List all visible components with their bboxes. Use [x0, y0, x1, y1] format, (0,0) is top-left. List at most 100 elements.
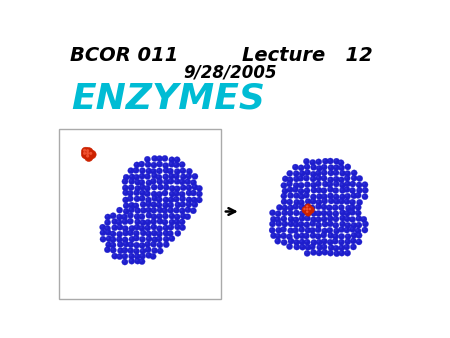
Circle shape — [117, 231, 123, 237]
Circle shape — [110, 237, 116, 243]
Circle shape — [100, 225, 103, 227]
Circle shape — [315, 222, 322, 228]
Circle shape — [299, 183, 302, 186]
Circle shape — [176, 225, 178, 227]
Circle shape — [151, 184, 158, 190]
Circle shape — [146, 180, 152, 186]
Circle shape — [186, 208, 188, 210]
Circle shape — [333, 250, 340, 257]
Circle shape — [289, 217, 291, 219]
Circle shape — [299, 244, 306, 250]
Circle shape — [304, 169, 310, 175]
Circle shape — [321, 188, 327, 194]
Circle shape — [146, 198, 149, 200]
Circle shape — [351, 210, 353, 213]
Circle shape — [288, 200, 290, 202]
Circle shape — [333, 211, 339, 217]
Circle shape — [180, 174, 186, 180]
Circle shape — [86, 152, 89, 155]
Circle shape — [140, 185, 143, 187]
Circle shape — [157, 225, 163, 232]
Circle shape — [117, 237, 120, 240]
Circle shape — [304, 193, 307, 196]
Circle shape — [124, 175, 126, 177]
Circle shape — [328, 228, 330, 231]
Circle shape — [135, 255, 137, 257]
Circle shape — [346, 251, 348, 254]
Circle shape — [311, 172, 314, 174]
Circle shape — [300, 195, 302, 197]
Circle shape — [270, 228, 272, 231]
Circle shape — [352, 194, 354, 196]
Circle shape — [122, 178, 128, 185]
Circle shape — [173, 173, 180, 179]
Circle shape — [287, 177, 293, 183]
Circle shape — [152, 208, 154, 211]
Circle shape — [168, 207, 174, 214]
Circle shape — [322, 239, 324, 242]
Circle shape — [357, 233, 359, 236]
Circle shape — [146, 212, 152, 218]
Circle shape — [88, 150, 96, 159]
Circle shape — [344, 227, 350, 233]
Circle shape — [333, 228, 340, 234]
Circle shape — [123, 231, 126, 233]
Circle shape — [317, 251, 320, 253]
Circle shape — [293, 217, 299, 223]
Circle shape — [128, 213, 131, 216]
Circle shape — [122, 215, 125, 217]
Circle shape — [327, 211, 333, 217]
Circle shape — [130, 179, 132, 182]
Circle shape — [327, 221, 333, 227]
Circle shape — [357, 223, 359, 225]
Circle shape — [294, 172, 297, 174]
Circle shape — [129, 248, 131, 251]
Circle shape — [363, 228, 365, 230]
Circle shape — [158, 226, 160, 229]
Circle shape — [170, 186, 172, 189]
Circle shape — [135, 191, 137, 193]
Circle shape — [146, 231, 152, 237]
Circle shape — [127, 196, 133, 202]
Circle shape — [357, 240, 359, 242]
Circle shape — [176, 231, 178, 234]
Circle shape — [349, 209, 356, 216]
Circle shape — [186, 185, 192, 191]
Circle shape — [128, 231, 131, 233]
Circle shape — [309, 208, 311, 210]
Circle shape — [140, 169, 143, 171]
Circle shape — [323, 199, 325, 201]
Circle shape — [294, 177, 297, 179]
Circle shape — [145, 162, 151, 168]
Circle shape — [163, 167, 169, 173]
Circle shape — [311, 250, 314, 253]
Circle shape — [156, 236, 162, 242]
Circle shape — [152, 192, 154, 194]
Circle shape — [310, 249, 317, 256]
Circle shape — [344, 210, 351, 216]
Circle shape — [180, 209, 183, 211]
Circle shape — [117, 215, 120, 217]
Circle shape — [153, 156, 155, 159]
Circle shape — [298, 182, 304, 188]
Circle shape — [141, 221, 143, 223]
Circle shape — [191, 197, 198, 203]
Circle shape — [351, 227, 353, 230]
Circle shape — [293, 239, 300, 245]
Circle shape — [157, 237, 159, 239]
Circle shape — [304, 188, 310, 194]
Circle shape — [271, 234, 274, 236]
Circle shape — [350, 206, 352, 208]
Circle shape — [85, 148, 93, 156]
Circle shape — [123, 241, 129, 247]
Circle shape — [346, 235, 348, 237]
Circle shape — [162, 174, 169, 180]
Circle shape — [130, 203, 132, 206]
Circle shape — [141, 231, 144, 233]
Circle shape — [122, 185, 128, 191]
Circle shape — [158, 184, 163, 190]
Circle shape — [275, 233, 281, 239]
Circle shape — [305, 183, 308, 185]
Circle shape — [169, 208, 171, 211]
Circle shape — [164, 226, 166, 228]
